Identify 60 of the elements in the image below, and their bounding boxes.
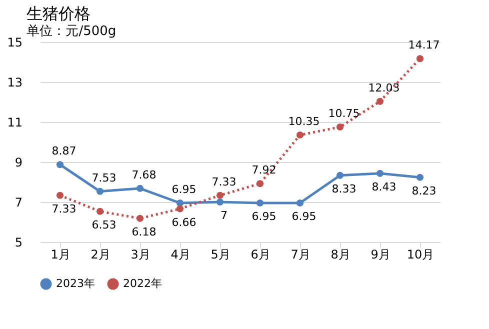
data-label: 7.53 <box>92 171 116 184</box>
point <box>376 170 384 177</box>
point <box>216 198 224 206</box>
point <box>216 192 224 199</box>
data-label: 8.23 <box>412 184 436 198</box>
x-tick-label: 6月 <box>250 248 270 262</box>
y-tick-label: 5 <box>14 236 22 250</box>
data-label: 10.75 <box>328 107 360 120</box>
point <box>56 161 64 168</box>
x-tick-label: 4月 <box>170 248 190 262</box>
legend-label: 2022年 <box>123 277 162 290</box>
y-tick-label: 13 <box>7 76 22 90</box>
x-tick-label: 7月 <box>290 248 310 262</box>
data-label: 6.95 <box>172 183 196 196</box>
point <box>336 172 344 179</box>
data-label: 7 <box>220 209 228 222</box>
data-label: 6.95 <box>292 210 316 223</box>
point <box>256 199 264 207</box>
point <box>256 180 264 188</box>
point <box>136 214 144 222</box>
data-label: 7.33 <box>52 202 76 216</box>
point <box>296 199 304 207</box>
x-tick-label: 10月 <box>406 248 434 262</box>
y-tick-label: 15 <box>7 36 22 50</box>
point <box>56 192 64 199</box>
data-label: 6.66 <box>172 216 196 229</box>
data-label: 12.03 <box>368 81 400 94</box>
data-label: 6.18 <box>132 225 156 238</box>
chart-title: 生猪价格 <box>26 4 91 23</box>
point <box>416 55 424 62</box>
point <box>416 174 424 181</box>
data-label: 8.33 <box>332 182 356 196</box>
point <box>176 199 184 207</box>
legend-label: 2023年 <box>56 277 95 290</box>
data-label: 6.95 <box>252 210 276 223</box>
data-label: 14.17 <box>408 38 440 52</box>
x-tick-label: 8月 <box>330 248 350 262</box>
data-label: 8.43 <box>372 180 396 194</box>
point <box>176 205 184 212</box>
data-label: 6.53 <box>92 218 116 232</box>
data-label: 8.87 <box>52 144 76 158</box>
text: 单位：元/500g <box>26 24 116 39</box>
point <box>336 123 344 131</box>
y-tick-label: 11 <box>7 116 22 130</box>
point <box>96 188 104 195</box>
point <box>296 131 304 139</box>
point <box>136 184 144 192</box>
x-tick-label: 1月 <box>50 248 70 262</box>
data-label: 7.92 <box>252 164 276 177</box>
x-tick-label: 5月 <box>210 248 230 262</box>
data-label: 10.35 <box>288 115 320 128</box>
data-label: 7.68 <box>132 168 156 182</box>
point <box>376 98 384 105</box>
point <box>96 208 104 215</box>
x-tick-label: 3月 <box>130 248 150 262</box>
y-tick-label: 9 <box>14 156 22 170</box>
x-tick-label: 2月 <box>90 248 110 262</box>
x-tick-label: 9月 <box>370 248 390 262</box>
y-tick-label: 7 <box>14 196 22 210</box>
data-label: 7.33 <box>212 175 236 188</box>
